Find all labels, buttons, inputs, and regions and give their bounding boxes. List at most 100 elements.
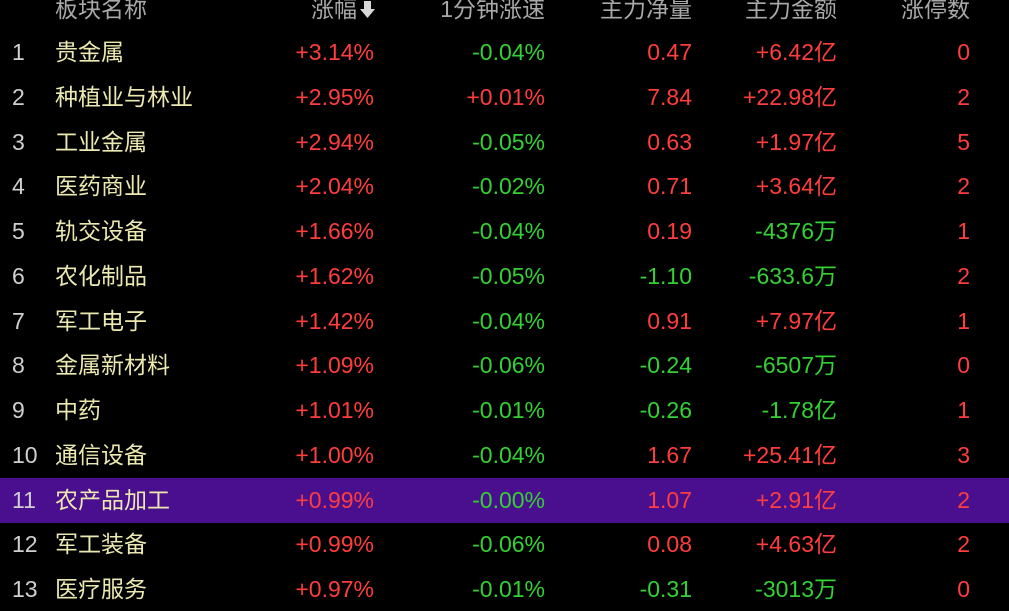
sector-name: 金属新材料: [55, 352, 170, 379]
limit-up-count: 1: [957, 307, 970, 334]
rank: 10: [12, 441, 38, 468]
table-row[interactable]: 3 工业金属 +2.94% -0.05% 0.63 +1.97亿 5: [0, 120, 1009, 165]
limit-up-count: 2: [957, 173, 970, 200]
speed-1min: -0.01%: [472, 397, 545, 423]
table-row[interactable]: 7 军工电子 +1.42% -0.04% 0.91 +7.97亿 1: [0, 299, 1009, 344]
change-pct: +1.01%: [295, 397, 374, 423]
column-header[interactable]: 板块名称: [55, 0, 147, 22]
change-pct: +1.62%: [295, 262, 374, 289]
rank: 2: [12, 83, 25, 110]
rank: 5: [12, 218, 25, 244]
speed-1min: +0.01%: [466, 83, 545, 110]
column-header[interactable]: 1分钟涨速: [440, 0, 545, 22]
rank: 9: [12, 397, 25, 423]
table-row[interactable]: 13 医疗服务 +0.97% -0.01% -0.31 -3013万 0: [0, 567, 1009, 611]
sector-name: 贵金属: [55, 39, 124, 65]
change-pct: +1.00%: [295, 441, 374, 468]
speed-1min: -0.04%: [472, 39, 545, 65]
speed-1min: -0.06%: [472, 352, 545, 379]
net-volume: 1.67: [647, 441, 692, 468]
limit-up-count: 2: [957, 262, 970, 289]
limit-up-count: 0: [957, 39, 970, 65]
column-header[interactable]: 主力金额: [745, 0, 837, 22]
sector-name: 轨交设备: [55, 218, 147, 244]
limit-up-count: 1: [957, 397, 970, 423]
sector-name: 中药: [55, 397, 101, 423]
net-volume: 0.47: [647, 39, 692, 65]
net-volume: 0.19: [647, 218, 692, 244]
table-row[interactable]: 8 金属新材料 +1.09% -0.06% -0.24 -6507万 0: [0, 343, 1009, 388]
limit-up-count: 0: [957, 576, 970, 602]
limit-up-count: 0: [957, 352, 970, 379]
sector-name: 军工装备: [55, 531, 147, 558]
speed-1min: -0.04%: [472, 441, 545, 468]
column-header[interactable]: 涨幅: [311, 0, 357, 22]
sector-name: 医药商业: [55, 173, 147, 200]
limit-up-count: 3: [957, 441, 970, 468]
rank: 11: [12, 486, 36, 513]
rank: 13: [12, 576, 38, 602]
net-amount: -6507万: [755, 352, 837, 379]
table-row[interactable]: 12 军工装备 +0.99% -0.06% 0.08 +4.63亿 2: [0, 522, 1009, 567]
sector-name: 军工电子: [55, 307, 147, 334]
speed-1min: -0.02%: [472, 173, 545, 200]
limit-up-count: 1: [957, 218, 970, 244]
rank: 6: [12, 262, 25, 289]
limit-up-count: 2: [957, 531, 970, 558]
change-pct: +3.14%: [295, 39, 374, 65]
net-volume: -0.31: [639, 576, 692, 602]
column-header[interactable]: 主力净量: [600, 0, 692, 22]
speed-1min: -0.00%: [472, 486, 545, 513]
table-row[interactable]: 10 通信设备 +1.00% -0.04% 1.67 +25.41亿 3: [0, 433, 1009, 478]
speed-1min: -0.05%: [472, 262, 545, 289]
change-pct: +2.95%: [295, 83, 374, 110]
sector-name: 医疗服务: [55, 576, 147, 602]
speed-1min: -0.04%: [472, 218, 545, 244]
table-row[interactable]: 6 农化制品 +1.62% -0.05% -1.10 -633.6万 2: [0, 254, 1009, 299]
table-row[interactable]: 4 医药商业 +2.04% -0.02% 0.71 +3.64亿 2: [0, 164, 1009, 209]
change-pct: +0.97%: [295, 576, 374, 602]
net-volume: -0.26: [639, 397, 692, 423]
sector-name: 工业金属: [55, 128, 147, 155]
speed-1min: -0.01%: [472, 576, 545, 602]
net-amount: -1.78亿: [761, 397, 837, 423]
net-volume: 0.71: [647, 173, 692, 200]
table-row[interactable]: 11 农产品加工 +0.99% -0.00% 1.07 +2.91亿 2: [0, 477, 1009, 523]
net-amount: -633.6万: [748, 262, 837, 289]
rank: 12: [12, 531, 38, 558]
limit-up-count: 2: [957, 486, 970, 513]
net-amount: +25.41亿: [743, 441, 837, 468]
net-amount: +4.63亿: [755, 531, 837, 558]
table-row[interactable]: 2 种植业与林业 +2.95% +0.01% 7.84 +22.98亿 2: [0, 75, 1009, 120]
table-row[interactable]: 9 中药 +1.01% -0.01% -0.26 -1.78亿 1: [0, 388, 1009, 433]
net-amount: +22.98亿: [743, 83, 837, 110]
rank: 3: [12, 128, 25, 155]
sector-name: 农化制品: [55, 262, 147, 289]
net-volume: 0.08: [647, 531, 692, 558]
column-header[interactable]: 涨停数: [901, 0, 970, 22]
net-amount: +7.97亿: [755, 307, 837, 334]
speed-1min: -0.05%: [472, 128, 545, 155]
net-volume: 0.63: [647, 128, 692, 155]
limit-up-count: 2: [957, 83, 970, 110]
net-volume: -0.24: [639, 352, 692, 379]
table-row[interactable]: 5 轨交设备 +1.66% -0.04% 0.19 -4376万 1: [0, 209, 1009, 254]
rank: 4: [12, 173, 25, 200]
sector-name: 农产品加工: [55, 486, 170, 513]
speed-1min: -0.04%: [472, 307, 545, 334]
net-amount: -4376万: [755, 218, 837, 244]
change-pct: +1.09%: [295, 352, 374, 379]
sector-name: 种植业与林业: [55, 83, 193, 110]
table-row[interactable]: 1 贵金属 +3.14% -0.04% 0.47 +6.42亿 0: [0, 30, 1009, 75]
rank: 1: [12, 39, 25, 65]
net-amount: +6.42亿: [755, 39, 837, 65]
rank: 8: [12, 352, 25, 379]
net-volume: 1.07: [647, 486, 692, 513]
change-pct: +0.99%: [295, 486, 374, 513]
net-volume: -1.10: [639, 262, 692, 289]
change-pct: +2.04%: [295, 173, 374, 200]
sort-arrow[interactable]: [359, 0, 377, 20]
